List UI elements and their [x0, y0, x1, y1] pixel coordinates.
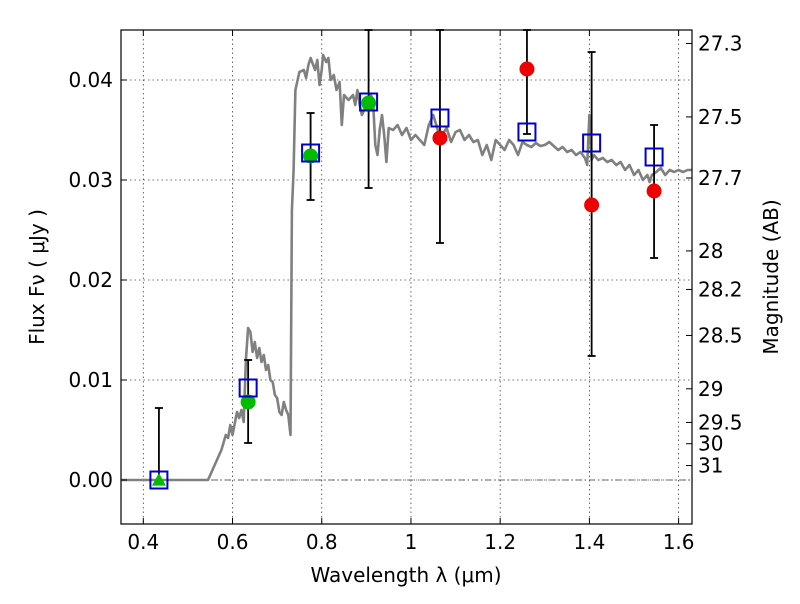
observed-point [646, 183, 662, 199]
x-tick-label: 0.4 [127, 530, 159, 554]
y2-tick-label: 27.3 [698, 31, 743, 55]
y2-tick-label: 30 [698, 432, 723, 456]
y-tick-label: 0.02 [68, 268, 113, 292]
model-points-layer [149, 92, 664, 490]
model-photometry-square [517, 122, 537, 142]
observed-point [584, 197, 600, 213]
y2-tick-label: 28.2 [698, 277, 743, 301]
tick-labels-layer: 0.4 0.6 0.8 1 1.2 1.4 1.6 0.00 0.01 0.02 0.03 0.04 2… [68, 31, 742, 554]
observed-point [303, 148, 319, 164]
y-tick-label: 0.03 [68, 168, 113, 192]
model-photometry-square [582, 133, 602, 153]
x-tick-label: 1.4 [573, 530, 605, 554]
observed-point [361, 95, 377, 111]
x-axis-label: Wavelength λ (μm) [310, 563, 501, 587]
model-spectrum-line [121, 53, 692, 482]
ticks-layer [121, 30, 692, 524]
model-photometry-square [430, 108, 450, 128]
y-tick-label: 0.04 [68, 68, 113, 92]
observed-point-upper-limit [151, 473, 166, 486]
spectrum-layer [121, 53, 692, 482]
model-photometry-square [149, 470, 169, 490]
x-tick-label: 0.6 [217, 530, 249, 554]
observed-point [519, 61, 535, 77]
y2-tick-label: 27.7 [698, 166, 743, 190]
model-photometry-square [644, 147, 664, 167]
x-tick-label: 1.2 [484, 530, 516, 554]
y2-tick-label: 29.5 [698, 410, 743, 434]
x-tick-label: 1 [405, 530, 418, 554]
observed-point [432, 130, 448, 146]
y2-tick-label: 29 [698, 377, 723, 401]
model-photometry-square [359, 92, 379, 112]
y2-tick-label: 31 [698, 454, 723, 478]
grid-layer [121, 30, 692, 524]
model-photometry-square [301, 143, 321, 163]
y2-axis-label: Magnitude (AB) [759, 199, 783, 354]
x-tick-label: 1.6 [663, 530, 695, 554]
errorbar-layer [154, 29, 659, 480]
y2-tick-label: 27.5 [698, 105, 743, 129]
observed-point [240, 394, 256, 410]
model-photometry-square [238, 378, 258, 398]
x-tick-label: 0.8 [306, 530, 338, 554]
y-tick-label: 0.00 [68, 468, 113, 492]
y-axis-label: Flux Fν ( μJy ) [25, 209, 49, 345]
plot-frame [120, 29, 693, 525]
y-tick-label: 0.01 [68, 368, 113, 392]
y2-tick-label: 28.5 [698, 323, 743, 347]
observed-points-layer [151, 61, 662, 486]
y2-tick-label: 28 [698, 239, 723, 263]
